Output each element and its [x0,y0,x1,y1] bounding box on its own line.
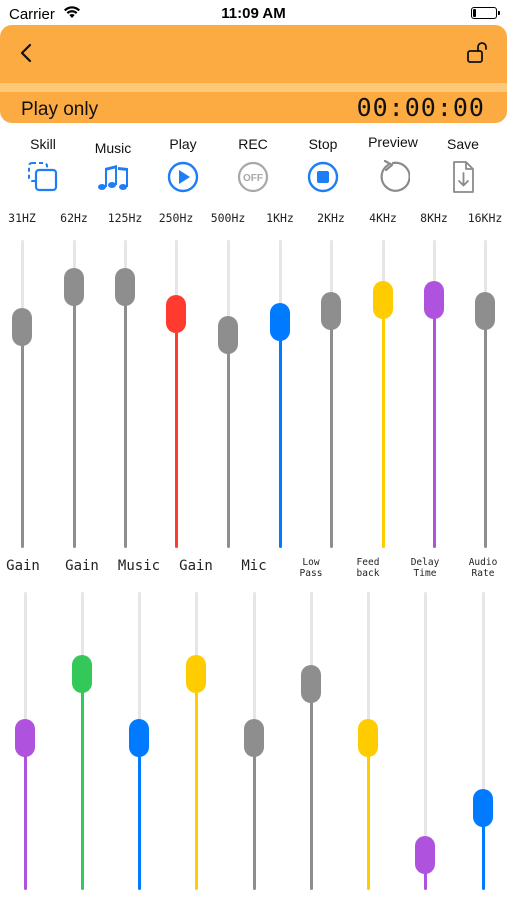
mixer-slider-1-fill [80,673,84,890]
mixer-slider-2-knob[interactable] [129,719,149,758]
skill-label: Skill [30,136,56,152]
eq-slider-4khz-fill [381,300,385,548]
mixer-slider-0-knob[interactable] [15,719,35,758]
wifi-icon [64,6,80,18]
mixer-label-gain-0: Gain [6,558,40,574]
eq-slider-62hz-knob[interactable] [64,267,84,306]
eq-band-label-16khz: 16KHz [467,211,503,225]
mixer-label-gain-1: Gain [65,558,99,574]
music-notes-icon [98,165,128,190]
eq-band-label-2khz: 2KHz [317,211,345,225]
rec-label: REC [238,136,268,152]
eq-slider-500hz-knob[interactable] [218,316,238,355]
timer-display: 00:00:00 [356,93,485,122]
mode-label: Play only [21,99,99,120]
save-label: Save [447,136,479,152]
save-file-icon [453,161,474,193]
play-circle-icon [167,161,199,193]
mixer-slider-8-fill [481,808,485,890]
mixer-label-gain-3: Gain [179,558,213,574]
mixer-label-delay-time-7: Delay Time [410,557,440,579]
mixer-label-mic-4: Mic [241,558,267,574]
mixer-slider-4-knob[interactable] [244,719,264,758]
mixer-label-feed-back-6: Feed back [356,557,380,579]
preview-button[interactable]: Preview [363,134,423,194]
stop-button[interactable]: Stop [293,136,353,194]
mixer-slider-3-knob[interactable] [186,654,206,693]
clock-label: 11:09 AM [221,5,286,22]
header-divider [0,83,507,92]
rotate-icon [380,160,410,192]
eq-band-label-250hz: 250Hz [158,211,194,225]
eq-band-label-500hz: 500Hz [210,211,246,225]
carrier-label: Carrier [9,6,55,23]
eq-slider-125hz-knob[interactable] [115,267,135,306]
skill-button[interactable]: Skill [13,136,73,194]
eq-slider-2khz-fill [329,310,333,548]
save-button[interactable]: Save [433,136,493,194]
eq-slider-8khz-fill [432,300,436,548]
music-label: Music [94,140,132,156]
mixer-label-music-2: Music [117,558,161,574]
eq-slider-16khz-fill [483,310,487,548]
eq-slider-500hz-fill [226,335,230,548]
play-label: Play [169,136,197,152]
eq-band-label-8khz: 8KHz [420,211,448,225]
eq-band-label-4khz: 4KHz [369,211,397,225]
eq-slider-125hz-fill [123,286,127,548]
eq-slider-250hz-knob[interactable] [166,294,186,333]
eq-band-label-125hz: 125Hz [107,211,143,225]
preview-label: Preview [368,134,418,150]
eq-slider-62hz-fill [72,286,76,548]
eq-slider-4khz-knob[interactable] [373,281,393,320]
music-button[interactable]: Music [83,140,143,194]
mixer-slider-0-fill [23,738,27,890]
mixer-slider-3-fill [194,673,198,890]
mixer-slider-2-fill [137,738,141,890]
rec-button[interactable]: REC OFF [223,136,283,194]
mixer-label-audio-rate-8: Audio Rate [468,557,498,579]
eq-band-label-31hz: 31HZ [8,211,36,225]
stop-circle-icon [307,161,339,193]
eq-slider-31hz-fill [20,327,24,548]
eq-slider-8khz-knob[interactable] [424,281,444,320]
status-bar: Carrier 11:09 AM [0,0,507,28]
stop-label: Stop [308,136,338,152]
eq-slider-1khz-knob[interactable] [270,302,290,341]
mixer-slider-7-track[interactable] [423,592,427,890]
mixer-slider-8-knob[interactable] [473,789,493,828]
rec-off-icon: OFF [237,161,269,193]
mixer-slider-7-knob[interactable] [415,835,435,874]
copy-icon [28,162,58,192]
unlock-icon[interactable] [465,41,489,65]
eq-band-label-1khz: 1KHz [266,211,294,225]
back-chevron-icon[interactable] [14,40,40,66]
mixer-slider-4-fill [252,738,256,890]
mixer-slider-1-knob[interactable] [72,654,92,693]
eq-slider-16khz-knob[interactable] [475,291,495,330]
eq-slider-1khz-fill [278,321,282,548]
mixer-slider-6-knob[interactable] [358,719,378,758]
mixer-slider-8-track[interactable] [481,592,485,890]
battery-icon [471,7,500,19]
eq-slider-250hz-fill [174,313,178,548]
eq-band-label-62hz: 62Hz [60,211,88,225]
mixer-label-low-pass-5: Low Pass [299,557,323,579]
header-bar: Play only 00:00:00 [0,25,507,123]
play-button[interactable]: Play [153,136,213,194]
toolbar: Skill Music Play REC [0,134,507,198]
mixer-slider-6-fill [366,738,370,890]
mixer-slider-5-fill [309,684,313,890]
eq-slider-31hz-knob[interactable] [12,308,32,346]
rec-icon-text: OFF [243,173,263,184]
eq-slider-2khz-knob[interactable] [321,291,341,330]
mixer-slider-5-knob[interactable] [301,665,321,704]
